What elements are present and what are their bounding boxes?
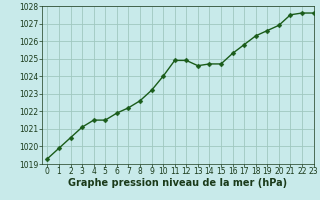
X-axis label: Graphe pression niveau de la mer (hPa): Graphe pression niveau de la mer (hPa) (68, 178, 287, 188)
